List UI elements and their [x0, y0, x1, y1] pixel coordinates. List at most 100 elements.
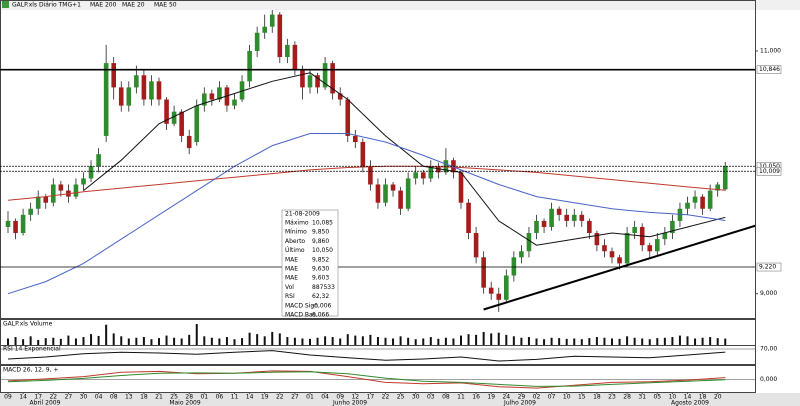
info-label: Último: [285, 247, 305, 254]
volume-bar: [150, 339, 153, 345]
candle-body: [609, 251, 615, 258]
volume-bar: [633, 337, 636, 345]
month-label: Junho 2009: [332, 400, 367, 406]
price-label: 10,846: [759, 66, 780, 73]
x-tick-label: 18: [140, 394, 148, 401]
candle-body: [285, 44, 290, 58]
month-label: Julho 2009: [503, 400, 536, 406]
volume-bar: [694, 338, 697, 345]
candle-body: [277, 14, 283, 58]
volume-bar: [44, 338, 47, 345]
x-tick-label: 11: [457, 394, 465, 401]
volume-bar: [37, 339, 40, 345]
info-value: 62,32: [312, 293, 329, 300]
volume-bar: [414, 339, 417, 345]
candle-body: [194, 105, 200, 143]
x-tick-label: 21: [155, 394, 163, 401]
candle-body: [118, 87, 124, 106]
volume-bar: [656, 338, 659, 345]
volume-bar: [611, 338, 613, 345]
candle-body: [224, 87, 230, 106]
volume-bar: [218, 338, 221, 345]
candle-body: [43, 196, 49, 203]
x-tick-label: 13: [125, 394, 133, 401]
volume-bar: [686, 336, 689, 345]
price-label-box: [756, 65, 782, 74]
info-label: MACD Bas: [285, 312, 316, 319]
volume-bar: [195, 324, 198, 345]
candle-body: [587, 220, 592, 234]
volume-bar: [22, 339, 25, 345]
volume-bar: [225, 337, 228, 345]
volume-bar: [180, 338, 183, 345]
x-tick-label: 27: [291, 394, 299, 401]
volume-bar: [618, 338, 621, 345]
x-tick-label: 01: [200, 394, 208, 401]
candle-body: [579, 214, 585, 221]
volume-bar: [543, 339, 546, 345]
candle-body: [315, 75, 320, 88]
candle-body: [488, 287, 494, 294]
candle-body: [269, 14, 275, 27]
volume-bar: [316, 337, 319, 345]
x-tick-label: 10: [669, 394, 677, 401]
volume-bar: [580, 339, 583, 345]
volume-bar: [142, 337, 145, 345]
candle-body: [511, 257, 517, 276]
volume-bar: [550, 337, 553, 345]
candle-body: [20, 214, 26, 234]
volume-bar: [460, 335, 462, 345]
candle-body: [247, 50, 252, 82]
candle-body: [624, 233, 630, 264]
candle-body: [466, 202, 471, 234]
candle-body: [51, 184, 56, 203]
candle-body: [715, 184, 720, 191]
candle-body: [232, 99, 237, 106]
volume-bar: [241, 338, 244, 345]
x-tick-label: 14: [19, 394, 27, 401]
volume-bar: [309, 338, 311, 345]
candle-body: [337, 93, 343, 100]
header-bar: [0, 0, 800, 10]
legend-entry: MAE 20: [122, 2, 145, 9]
moving-average: [83, 72, 726, 246]
candle-body: [647, 245, 653, 252]
volume-bar: [59, 338, 62, 345]
candle-body: [13, 220, 18, 234]
info-label: Máximo: [285, 220, 309, 227]
x-tick-label: 14: [684, 394, 692, 401]
candle-body: [436, 166, 441, 173]
info-label: MAE: [285, 266, 298, 273]
info-box: [281, 209, 339, 317]
volume-bar: [331, 337, 334, 345]
candle-body: [186, 135, 192, 149]
volume-bar: [573, 338, 576, 345]
info-value: 0,066: [312, 312, 329, 319]
info-value: 9,630: [312, 266, 329, 273]
candle-body: [420, 172, 426, 179]
volume-bar: [648, 339, 651, 345]
x-tick-label: 03: [427, 394, 435, 401]
volume-bar: [301, 338, 304, 345]
volume-bar: [716, 338, 719, 345]
candle-body: [496, 293, 502, 300]
x-tick-label: 06: [216, 394, 224, 401]
volume-bar: [203, 336, 206, 345]
candle-body: [383, 184, 388, 203]
x-tick-label: 12: [351, 394, 359, 401]
moving-average: [7, 165, 726, 201]
volume-bar: [497, 332, 500, 345]
volume-bar: [346, 334, 349, 345]
candle-body: [202, 93, 207, 106]
volume-bar: [286, 337, 289, 345]
candle-body: [375, 184, 381, 203]
candle-body: [149, 81, 154, 100]
price-label: 10,009: [759, 168, 780, 175]
info-label: Vol: [285, 284, 294, 291]
x-tick-label: 14: [246, 394, 254, 401]
y-tick-label: 11,000: [760, 47, 781, 54]
volume-bar: [339, 338, 342, 345]
date-axis: [0, 393, 800, 406]
volume-bar: [369, 334, 372, 345]
